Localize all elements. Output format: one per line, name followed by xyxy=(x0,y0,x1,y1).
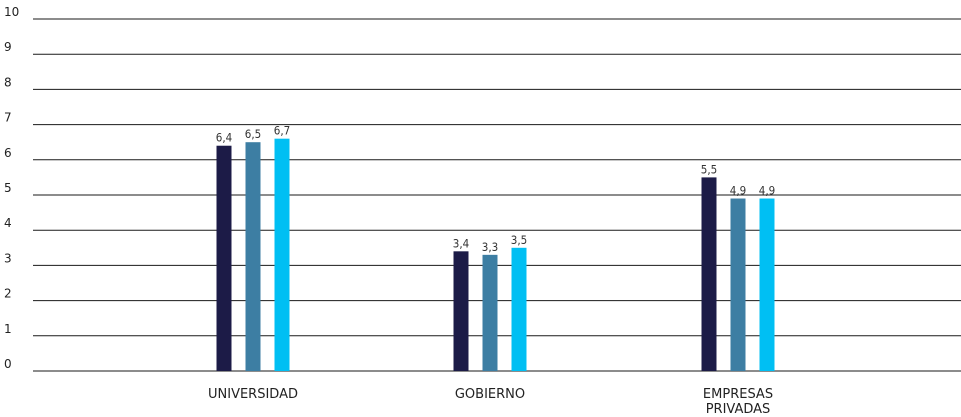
y-tick-label-8: 8 xyxy=(4,75,12,89)
value-label-1-1: 6,4 xyxy=(216,131,232,145)
y-tick-label-1: 1 xyxy=(4,322,12,336)
bar-2-2 xyxy=(482,254,498,371)
y-tick-label-7: 7 xyxy=(4,111,12,125)
y-tick-label-0: 0 xyxy=(4,357,12,371)
y-tick-label-3: 3 xyxy=(4,251,12,265)
bars xyxy=(216,138,775,371)
y-tick-label-2: 2 xyxy=(4,287,12,301)
x-category-label-2: GOBIERNO xyxy=(455,387,525,402)
bar-1-2 xyxy=(245,142,261,371)
y-tick-label-9: 9 xyxy=(4,40,12,54)
y-tick-label-5: 5 xyxy=(4,181,12,195)
bar-2-3 xyxy=(511,247,527,371)
value-label-1-3: 6,7 xyxy=(274,124,290,138)
y-tick-label-6: 6 xyxy=(4,146,12,160)
value-label-3-2: 4,9 xyxy=(730,184,746,198)
value-labels: 6,4 6,5 6,7 3,4 3,3 3,5 5,5 4,9 4,9 xyxy=(216,124,775,254)
x-category-label-line: UNIVERSIDAD xyxy=(208,387,298,402)
x-axis-category-labels: UNIVERSIDAD GOBIERNO EMPRESAS PRIVADAS xyxy=(208,387,773,417)
bar-3-1 xyxy=(701,177,717,371)
x-category-label-1: UNIVERSIDAD xyxy=(208,387,298,402)
value-label-1-2: 6,5 xyxy=(245,127,261,141)
value-label-2-3: 3,5 xyxy=(511,233,527,247)
value-label-2-1: 3,4 xyxy=(453,236,469,250)
bar-2-1 xyxy=(453,251,469,371)
x-category-label-line: EMPRESAS xyxy=(703,387,773,402)
value-label-3-3: 4,9 xyxy=(759,184,775,198)
value-label-2-2: 3,3 xyxy=(482,240,498,254)
gridlines xyxy=(33,18,961,372)
x-category-label-line: GOBIERNO xyxy=(455,387,525,402)
bar-1-3 xyxy=(274,138,290,371)
x-category-label-3: EMPRESAS PRIVADAS xyxy=(703,387,773,417)
x-category-label-line: PRIVADAS xyxy=(706,402,771,417)
bar-3-3 xyxy=(759,198,775,371)
bar-3-2 xyxy=(730,198,746,371)
y-tick-label-4: 4 xyxy=(4,216,12,230)
y-axis-tick-labels: 0 1 2 3 4 5 6 7 8 9 10 xyxy=(4,5,19,371)
y-tick-label-10: 10 xyxy=(4,5,19,19)
value-label-3-1: 5,5 xyxy=(701,162,717,176)
bar-1-1 xyxy=(216,145,232,371)
